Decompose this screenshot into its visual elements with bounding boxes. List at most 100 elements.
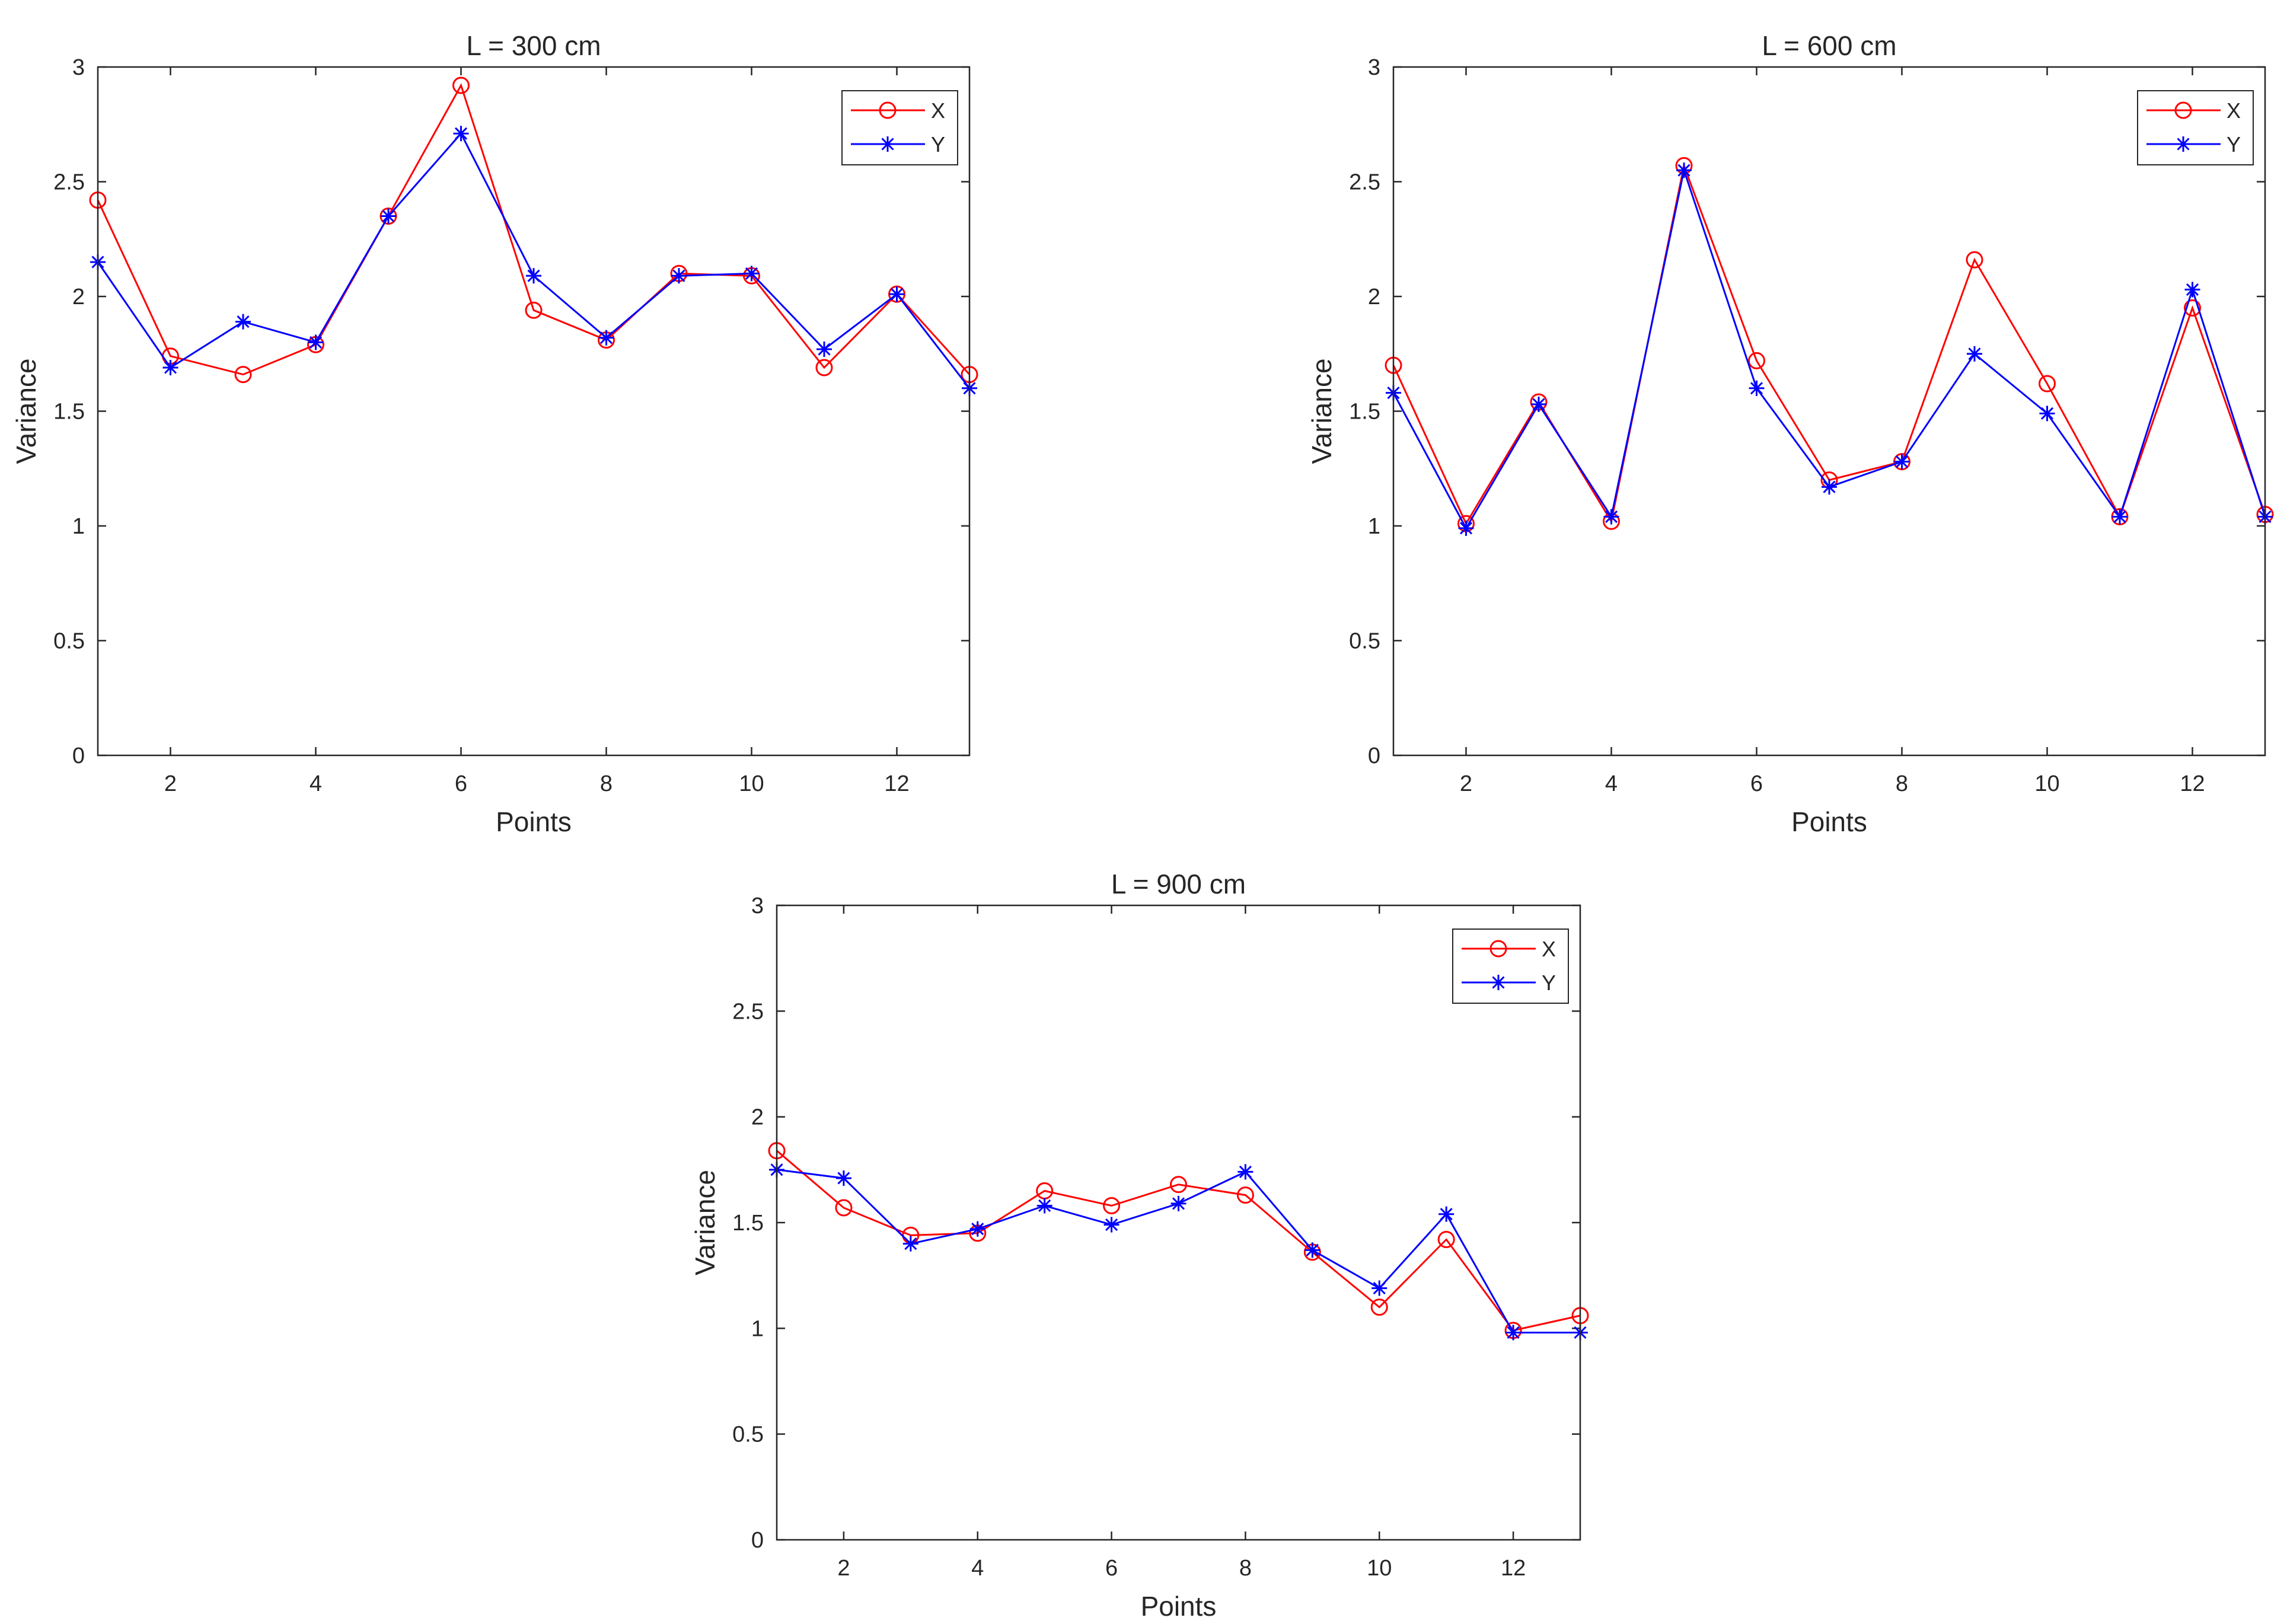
data-point-x [1748, 352, 1765, 369]
chart-title: L = 600 cm [1762, 30, 1896, 61]
y-tick-label: 3 [751, 894, 764, 918]
plot-area [98, 67, 969, 755]
data-point-y [1103, 1217, 1119, 1233]
data-point-y-stroke [382, 209, 395, 223]
data-point-x [815, 359, 833, 377]
data-point-y-stroke [1239, 1165, 1252, 1178]
data-point-y-stroke [1105, 1218, 1118, 1231]
chart-title: L = 900 cm [1111, 869, 1246, 899]
data-point-x [2184, 299, 2201, 317]
legend-label-y: Y [931, 132, 945, 157]
x-tick-label: 10 [1367, 1556, 1392, 1581]
x-tick-label: 4 [971, 1556, 984, 1581]
data-point-y [969, 1221, 985, 1237]
data-point-y [1822, 479, 1837, 495]
data-point-y [1371, 1280, 1387, 1296]
legend-marker-y [880, 136, 895, 152]
legend-label-x: X [931, 98, 945, 123]
data-point-y-stroke [745, 267, 758, 280]
data-point-y [1894, 454, 1910, 470]
y-tick-label: 2 [751, 1105, 764, 1130]
series-line-x [97, 83, 971, 376]
data-point-y-stroke [1459, 522, 1473, 535]
x-axis-label: Points [1141, 1591, 1217, 1622]
data-point-y-stroke [2186, 283, 2199, 296]
data-point-x [835, 1199, 853, 1217]
y-tick-label: 2.5 [53, 170, 85, 195]
data-point-y [671, 268, 687, 284]
legend-marker-x [2174, 101, 2192, 119]
data-point-y-stroke [1440, 1208, 1453, 1221]
data-point-y-stroke [2113, 510, 2126, 524]
y-tick-label: 0 [751, 1528, 764, 1553]
data-point-y-stroke [309, 336, 323, 349]
y-tick-label: 1.5 [1349, 400, 1380, 425]
data-point-y-stroke [818, 343, 831, 356]
x-tick-label: 2 [837, 1556, 850, 1581]
y-tick-label: 0.5 [732, 1422, 764, 1447]
data-point-y [816, 342, 832, 358]
chart-panel-2: 0 0.5 1 1.5 2 2.5 3 2 4 6 8 10 12 L = 600 cm Points Var… [1306, 30, 2274, 837]
legend-marker-y [2176, 136, 2191, 152]
legend-box [1452, 929, 1569, 1004]
x-axis-label: Points [496, 806, 572, 837]
y-tick-label: 3 [72, 55, 85, 80]
data-point-y-stroke [1306, 1243, 1319, 1256]
data-point-y-stroke [1172, 1197, 1185, 1210]
x-tick-label: 4 [310, 771, 322, 796]
data-point-y [1676, 162, 1692, 178]
data-point-y-stroke [1823, 480, 1836, 493]
data-point-y [1036, 1198, 1052, 1214]
data-point-y-stroke [1605, 510, 1618, 524]
x-tick-label: 10 [2034, 771, 2059, 796]
y-tick-label: 1 [751, 1316, 764, 1341]
data-point-y-stroke [1677, 164, 1690, 177]
x-tick-label: 6 [1105, 1556, 1118, 1581]
data-point-y [2039, 406, 2055, 422]
y-tick-label: 1.5 [732, 1211, 764, 1236]
axes-frame [1392, 66, 2266, 757]
chart-title: L = 300 cm [466, 30, 601, 61]
data-point-y-stroke [599, 331, 613, 344]
legend-marker-x [1489, 940, 1507, 958]
x-tick-label: 12 [884, 771, 909, 796]
chart-panel-3: 0 0.5 1 1.5 2 2.5 3 2 4 6 8 10 12 L = 900 cm Points Var… [690, 869, 1589, 1622]
y-tick-label: 2 [72, 285, 85, 310]
x-tick-label: 10 [739, 771, 764, 796]
legend-box [2137, 90, 2254, 165]
y-tick-label: 1.5 [53, 400, 85, 425]
x-axis-label: Points [1791, 806, 1867, 837]
data-point-y-stroke [1750, 382, 1763, 395]
y-tick-label: 0 [72, 744, 85, 768]
data-point-y-stroke [1532, 398, 1545, 411]
data-point-y [1531, 396, 1546, 412]
y-tick-label: 0.5 [1349, 629, 1380, 654]
data-point-y-stroke [1373, 1282, 1386, 1295]
data-point-y-stroke [1895, 455, 1909, 468]
data-point-x [525, 301, 543, 319]
data-point-x [1236, 1186, 1254, 1204]
y-axis-label: Variance [690, 1170, 720, 1275]
y-tick-label: 2.5 [1349, 170, 1380, 195]
data-point-x [1103, 1197, 1121, 1214]
data-point-x [1437, 1231, 1455, 1249]
plot-area [777, 905, 1580, 1540]
y-tick-label: 3 [1368, 55, 1380, 80]
y-tick-label: 2.5 [732, 999, 764, 1024]
data-point-y-stroke [2040, 407, 2054, 420]
data-point-y-stroke [890, 288, 904, 301]
legend-marker-y-stroke [2177, 138, 2190, 151]
data-point-y [526, 268, 541, 284]
plot-area [1393, 67, 2265, 755]
data-point-x [2039, 375, 2056, 393]
x-tick-label: 6 [455, 771, 467, 796]
data-point-y [744, 266, 760, 282]
data-point-y [1505, 1325, 1522, 1341]
data-point-y [889, 286, 905, 302]
x-tick-label: 2 [164, 771, 177, 796]
data-point-y [1603, 509, 1619, 525]
data-point-x [234, 366, 252, 384]
data-point-y-stroke [527, 269, 540, 282]
data-point-y-stroke [1968, 347, 1981, 360]
y-tick-label: 1 [72, 514, 85, 539]
